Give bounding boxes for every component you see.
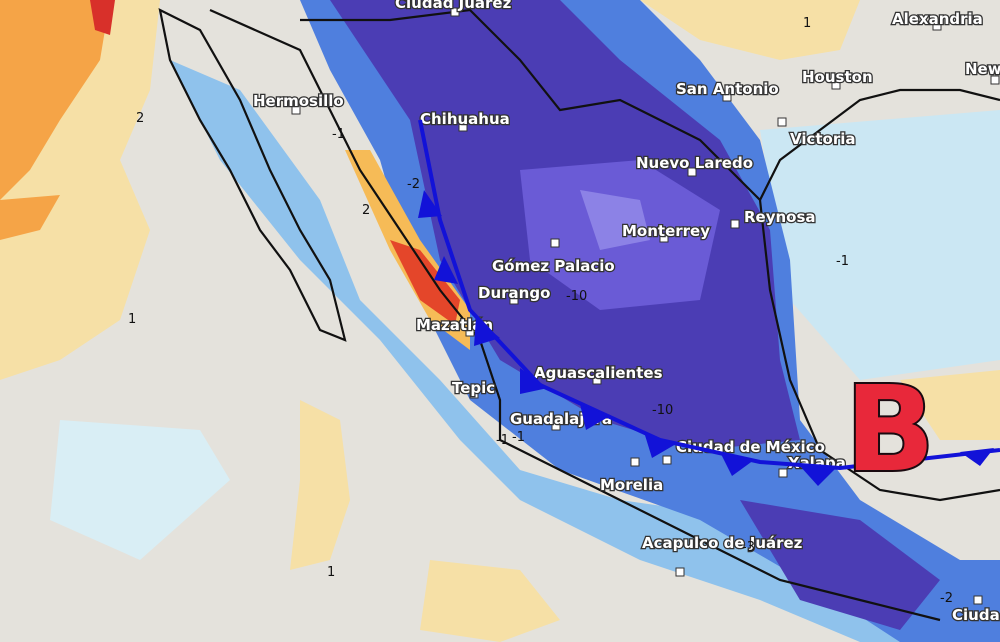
city-label: Ciudad Guatemala: [952, 606, 1000, 624]
pacific-coast: [209, 8, 941, 622]
contour-label: -2: [407, 177, 420, 192]
city-label: Aguascalientes: [534, 364, 663, 382]
hot-area: [390, 240, 460, 325]
hot-area: [90, 0, 115, 35]
city-marker: [469, 389, 479, 399]
city-marker: [592, 375, 602, 385]
city-label: New: [965, 60, 1000, 78]
low-pressure-center: B: [845, 360, 935, 498]
contour-label: -1: [332, 127, 345, 142]
contour-label: 2: [362, 203, 370, 218]
contour-label: -1: [512, 430, 525, 445]
city-marker: [550, 238, 560, 248]
city-marker: [973, 595, 983, 605]
city-label: Reynosa: [744, 208, 816, 226]
city-marker: [465, 327, 475, 337]
city-label: Nuevo Laredo: [636, 154, 753, 172]
front-triangle: [800, 466, 836, 486]
city-label: Monterrey: [622, 222, 710, 240]
city-label: Morelia: [600, 476, 663, 494]
front-triangle: [434, 256, 458, 284]
city-label: Victoria: [790, 130, 856, 148]
city-marker: [291, 105, 301, 115]
contour-label: -10: [652, 403, 673, 418]
city-label: Gómez Palacio: [492, 257, 615, 275]
coastlines: [158, 8, 1000, 622]
city-label: Mazatlán: [416, 316, 493, 334]
city-marker: [722, 92, 732, 102]
city-marker: [730, 219, 740, 229]
contour-label: -3: [742, 540, 755, 555]
gulf-coast: [759, 88, 1000, 201]
city-marker: [990, 75, 1000, 85]
city-marker: [932, 21, 942, 31]
city-marker: [659, 233, 669, 243]
city-label: San Antonio: [676, 80, 779, 98]
warm-area: [0, 195, 60, 240]
contour-label: 1: [128, 312, 136, 327]
city-label: Alexandria: [892, 10, 983, 28]
warm-area: [0, 0, 110, 200]
city-label: Hermosillo: [253, 92, 344, 110]
warm-area: [290, 400, 350, 570]
front-triangle: [520, 368, 548, 394]
warm-area: [900, 370, 1000, 440]
border-gulf-coast: [300, 8, 1000, 502]
front-triangle: [960, 448, 994, 466]
city-marker: [630, 457, 640, 467]
front-triangle: [474, 318, 500, 346]
cold-area: [740, 500, 940, 630]
city-label: Ciudad Juárez: [395, 0, 512, 12]
contour-label: 1: [803, 16, 811, 31]
city-marker: [450, 7, 460, 17]
front-triangle: [418, 190, 442, 218]
city-marker: [509, 295, 519, 305]
baja-coast: [158, 8, 347, 342]
city-marker: [458, 122, 468, 132]
contour-label: -2: [940, 591, 953, 606]
front-triangle: [644, 432, 676, 458]
city-marker: [687, 167, 697, 177]
contour-label: -1: [836, 254, 849, 269]
city-label: Acapulco de Juárez: [642, 534, 803, 552]
front-triangles: [418, 190, 994, 486]
cool-area: [50, 420, 230, 560]
contour-label: 1: [327, 565, 335, 580]
front-triangle: [580, 404, 610, 430]
contour-label: -10: [566, 289, 587, 304]
city-marker: [675, 567, 685, 577]
city-marker: [662, 455, 672, 465]
front-triangle: [720, 452, 754, 476]
city-marker: [831, 80, 841, 90]
warm-area: [640, 0, 860, 60]
city-label: Houston: [802, 68, 873, 86]
city-label: Chihuahua: [420, 110, 510, 128]
cool-area: [760, 110, 1000, 380]
city-marker: [777, 117, 787, 127]
warm-area: [420, 560, 560, 642]
contour-label: 2: [136, 111, 144, 126]
cold-area: [580, 190, 650, 250]
contour-label: -1: [496, 433, 509, 448]
city-marker: [778, 468, 788, 478]
city-marker: [551, 421, 561, 431]
city-label: Tepic: [452, 379, 495, 397]
city-label: Durango: [478, 284, 550, 302]
